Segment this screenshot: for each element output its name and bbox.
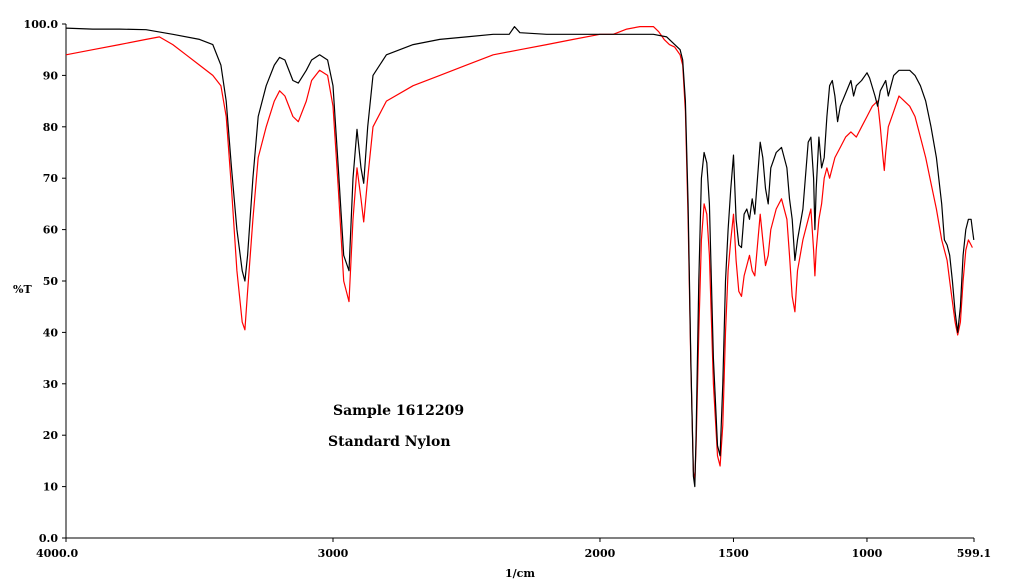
y-tick-label: 20 [43, 429, 59, 442]
x-ticks: 4000.0 3000 2000 1500 1000 599.1 [36, 538, 991, 560]
x-tick-label: 3000 [318, 547, 349, 560]
series-line-standard [65, 26, 973, 483]
y-tick-label: 90 [43, 69, 59, 82]
y-tick-label: 50 [43, 275, 59, 288]
x-tick-label: 599.1 [957, 547, 991, 560]
y-tick-label: 80 [43, 121, 59, 134]
y-tick-label: 30 [43, 378, 59, 391]
series-group [65, 26, 975, 488]
axes [65, 24, 974, 539]
series-line-sample [65, 26, 975, 488]
legend-sample: Sample 1612209 [333, 403, 464, 419]
y-tick-label: 40 [43, 326, 59, 339]
y-ticks: 0.0 10 20 30 40 50 60 70 80 90 100.0 [24, 18, 66, 545]
y-tick-label: 10 [43, 481, 59, 494]
y-axis-title: %T [13, 283, 32, 296]
x-tick-label: 1500 [718, 547, 749, 560]
y-tick-label: 100.0 [24, 18, 59, 31]
x-tick-label: 4000.0 [36, 547, 78, 560]
y-tick-label: 60 [43, 224, 59, 237]
x-axis-title: 1/cm [505, 567, 535, 580]
x-tick-label: 1000 [852, 547, 883, 560]
legend: Sample 1612209 Standard Nylon [328, 403, 464, 450]
x-tick-label: 2000 [585, 547, 616, 560]
legend-standard: Standard Nylon [328, 434, 451, 450]
y-tick-label: 70 [43, 172, 59, 185]
y-tick-label: 0.0 [39, 532, 58, 545]
